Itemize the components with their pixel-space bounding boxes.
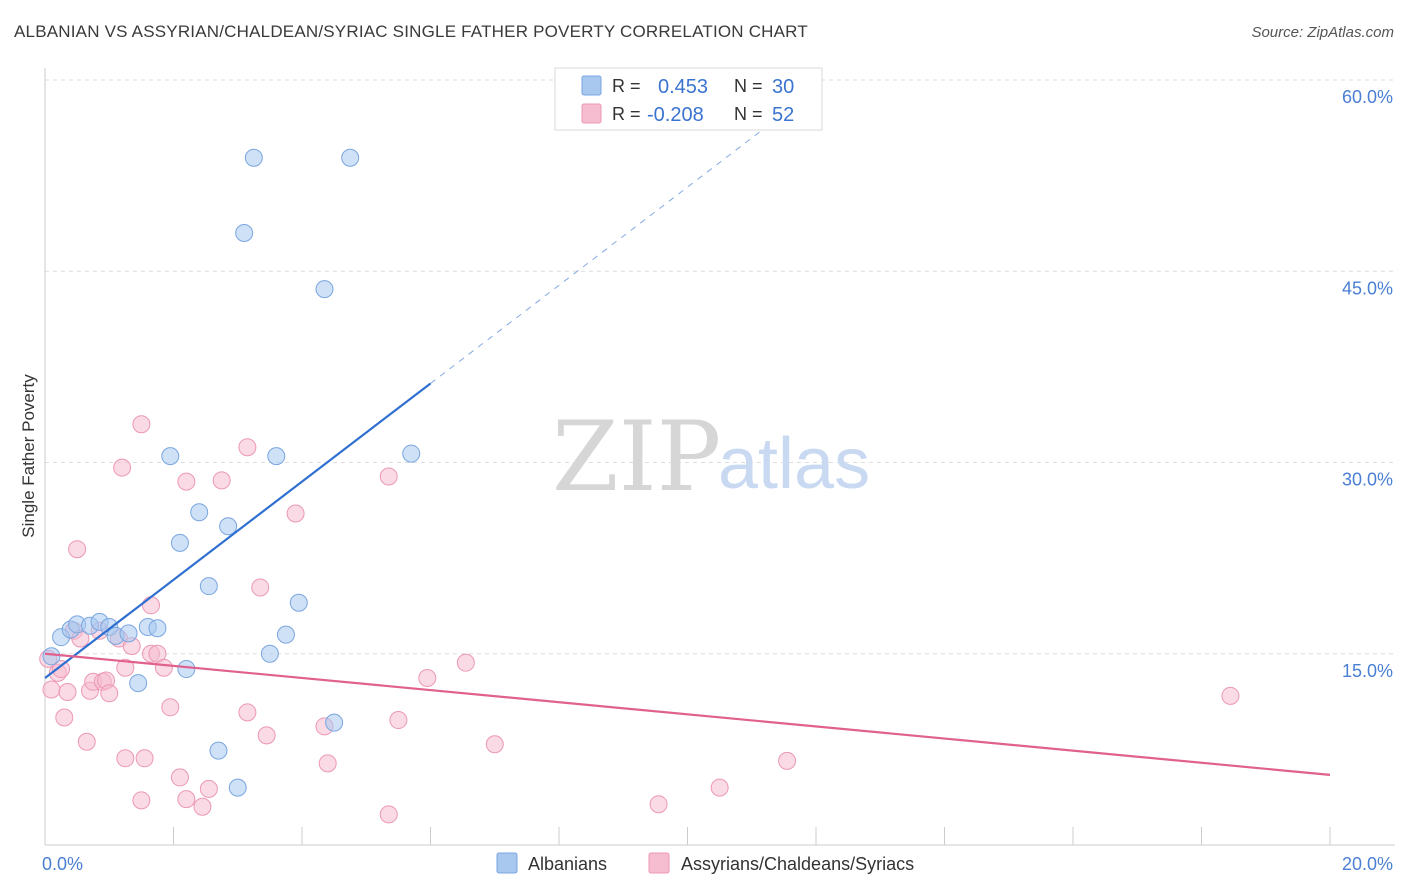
x-tick-label-0: 0.0% [42,854,83,874]
chart-source: Source: ZipAtlas.com [1251,24,1394,41]
albanians-point-11 [148,619,167,638]
bottom-legend-assyrians: Assyrians/Chaldeans/Syriacs [681,854,914,874]
assyrians-trend-line [44,652,1331,776]
assyrians-point-15 [100,684,119,703]
assyrians-point-33 [199,779,218,798]
assyrians-point-39 [286,504,305,523]
legend-n-value-2: 52 [772,104,794,126]
legend-r-value-1: 0.453 [658,76,708,98]
assyrians-point-43 [379,805,398,824]
albanians-point-17 [209,741,228,760]
assyrians-point-51 [1221,686,1240,705]
assyrians-point-5 [58,683,77,701]
albanians-point-9 [129,674,148,693]
assyrians-point-38 [257,726,276,745]
albanians-point-29 [402,444,421,463]
legend-r-value-2: -0.208 [647,104,704,126]
assyrians-point-42 [379,467,398,486]
assyrians-point-49 [710,778,729,797]
assyrians-point-17 [113,458,132,477]
series-assyrians-points [39,415,1240,824]
y-tick-label-2: 45.0% [1342,278,1393,298]
albanians-point-26 [315,280,334,299]
albanians-point-15 [190,503,209,522]
assyrians-point-31 [177,790,196,809]
albanians-trend-extension [430,88,817,384]
albanians-point-18 [219,517,238,536]
assyrians-point-45 [418,668,437,687]
albanians-point-12 [161,447,180,466]
x-tick-label-1: 20.0% [1342,854,1393,874]
assyrians-point-36 [238,438,257,457]
watermark-zip: ZIP [552,401,721,513]
watermark: ZIP atlas [552,401,870,513]
axes [44,68,1395,846]
assyrians-point-48 [649,795,668,814]
albanians-point-13 [170,533,189,552]
trend-lines [44,88,1331,776]
assyrians-point-9 [77,732,96,751]
assyrians-point-35 [238,703,257,722]
albanians-point-14 [177,660,196,679]
assyrians-point-24 [142,596,161,615]
albanians-point-21 [244,148,263,167]
albanians-point-24 [276,625,295,644]
albanians-trend-line [44,382,432,679]
legend-n-label-2: N = [734,104,763,124]
legend-n-label-1: N = [734,76,763,96]
albanians-point-8 [119,624,138,643]
assyrians-point-7 [68,540,87,559]
assyrians-point-27 [154,658,173,677]
assyrians-point-44 [389,711,408,730]
y-tick-label-1: 30.0% [1342,470,1393,490]
assyrians-point-50 [778,751,797,770]
albanians-point-23 [267,447,286,466]
assyrians-point-34 [212,471,231,490]
legend-swatch-albanians [581,75,602,96]
assyrians-point-18 [116,658,135,677]
albanians-point-16 [199,577,218,596]
legend-swatch-assyrians [581,103,602,124]
assyrians-point-4 [55,708,74,727]
albanians-point-19 [228,778,247,797]
albanians-point-28 [341,148,360,167]
y-tick-label-0: 15.0% [1342,661,1393,681]
albanians-point-20 [235,224,254,242]
assyrians-point-46 [456,653,475,672]
legend-r-label-2: R = [612,104,641,124]
albanians-point-27 [325,713,344,732]
assyrians-point-21 [132,415,151,434]
y-tick-label-3: 60.0% [1342,87,1393,107]
bottom-legend: Albanians Assyrians/Chaldeans/Syriacs [496,852,914,874]
bottom-legend-swatch-assyrians [648,852,670,874]
watermark-atlas: atlas [718,424,870,504]
legend-r-label-1: R = [612,76,641,96]
assyrians-point-47 [485,735,504,754]
series-albanians-points [42,148,421,797]
albanians-point-25 [289,593,308,612]
assyrians-point-3 [52,660,71,679]
y-axis-label: Single Father Poverty [19,374,38,538]
assyrians-point-22 [132,791,151,810]
albanians-point-22 [260,644,279,663]
assyrians-point-23 [135,749,154,768]
legend: R = 0.453 N = 30 R = -0.208 N = 52 [554,67,823,131]
assyrians-point-29 [170,768,189,787]
assyrians-point-1 [42,680,61,699]
assyrians-point-41 [318,754,337,773]
assyrians-point-28 [161,698,180,717]
chart-title: ALBANIAN VS ASSYRIAN/CHALDEAN/SYRIAC SIN… [14,22,808,41]
tick-labels: 15.0% 30.0% 45.0% 60.0% 0.0% 20.0% [42,87,1393,874]
bottom-legend-swatch-albanians [496,852,518,874]
albanians-point-0 [42,647,61,666]
assyrians-point-37 [251,578,270,597]
bottom-legend-albanians: Albanians [528,854,607,874]
assyrians-point-32 [193,797,212,816]
assyrians-point-19 [116,749,135,768]
assyrians-point-30 [177,472,196,491]
legend-n-value-1: 30 [772,76,794,98]
grid-lines [45,79,1395,655]
